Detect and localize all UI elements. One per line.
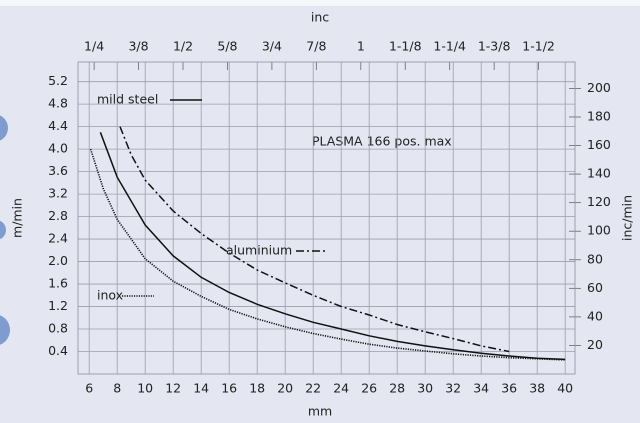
y-tick-label: 2.4	[48, 231, 68, 246]
x2-tick-label: 1	[357, 39, 365, 54]
y2-tick-label: 140	[587, 166, 611, 181]
y-tick-label: 5.2	[48, 73, 68, 88]
chart: inc mm m/min inc/min PLASMA 166 pos. max…	[0, 0, 640, 423]
x-tick-label: 18	[249, 381, 265, 396]
x2-axis-label: inc	[311, 10, 329, 25]
y-tick-label: 2.8	[48, 208, 68, 223]
x-tick-label: 6	[85, 381, 93, 396]
x-tick-label: 36	[501, 381, 517, 396]
y-tick-label: 3.2	[48, 186, 68, 201]
y-tick-label: 2.0	[48, 253, 68, 268]
x2-tick-label: 7/8	[306, 39, 326, 54]
x-tick-label: 10	[137, 381, 153, 396]
legend-label: mild steel	[97, 92, 158, 107]
y2-tick-label: 120	[587, 194, 611, 209]
y-axis-label: m/min	[10, 198, 25, 238]
x-tick-label: 32	[445, 381, 461, 396]
x-tick-label: 8	[113, 381, 121, 396]
y2-tick-label: 80	[587, 251, 603, 266]
x2-tick-label: 3/4	[262, 39, 282, 54]
y-tick-label: 0.8	[48, 321, 68, 336]
x2-tick-label: 1-1/2	[522, 39, 555, 54]
y-tick-label: 4.0	[48, 141, 68, 156]
x2-tick-label: 3/8	[128, 39, 148, 54]
x-tick-label: 20	[277, 381, 293, 396]
x2-tick-label: 1/2	[173, 39, 193, 54]
x-axis-label: mm	[308, 404, 332, 419]
x2-tick-label: 5/8	[217, 39, 237, 54]
x-tick-label: 22	[305, 381, 321, 396]
x-tick-label: 34	[473, 381, 489, 396]
y2-tick-label: 60	[587, 280, 603, 295]
x-tick-label: 40	[557, 381, 573, 396]
legend-label: aluminium	[226, 243, 292, 258]
x2-tick-label: 1/4	[84, 39, 104, 54]
y2-axis-label: inc/min	[620, 195, 635, 241]
x2-tick-label: 1-1/4	[433, 39, 466, 54]
x-tick-label: 24	[333, 381, 349, 396]
annotation: PLASMA 166 pos. max	[312, 134, 452, 149]
top-band	[0, 0, 640, 6]
x-tick-label: 14	[193, 381, 209, 396]
x2-tick-label: 1-3/8	[478, 39, 511, 54]
x-tick-label: 26	[361, 381, 377, 396]
x-tick-label: 12	[165, 381, 181, 396]
y-tick-label: 0.4	[48, 343, 68, 358]
y-tick-label: 3.6	[48, 163, 68, 178]
y2-tick-label: 160	[587, 137, 611, 152]
y-tick-label: 4.4	[48, 118, 68, 133]
y2-tick-label: 200	[587, 80, 611, 95]
legend-label: inox	[97, 288, 123, 303]
x-tick-label: 16	[221, 381, 237, 396]
x-tick-label: 30	[417, 381, 433, 396]
x2-tick-label: 1-1/8	[389, 39, 422, 54]
y2-tick-label: 180	[587, 108, 611, 123]
y-tick-label: 4.8	[48, 96, 68, 111]
y2-tick-label: 100	[587, 223, 611, 238]
y2-tick-label: 40	[587, 308, 603, 323]
y-tick-label: 1.2	[48, 298, 68, 313]
y2-tick-label: 20	[587, 337, 603, 352]
x-tick-label: 38	[529, 381, 545, 396]
x-tick-label: 28	[389, 381, 405, 396]
y-tick-label: 1.6	[48, 276, 68, 291]
background	[0, 0, 640, 423]
